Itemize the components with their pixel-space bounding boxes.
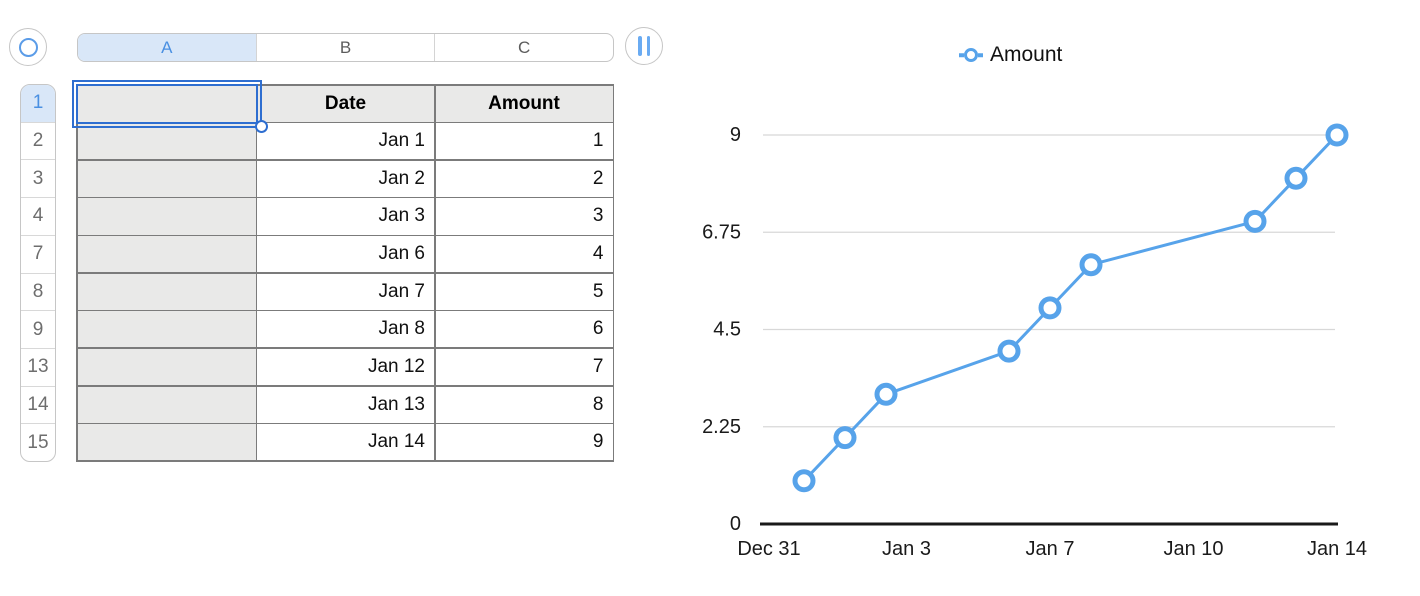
cell-B3[interactable]: Jan 2 — [257, 160, 434, 197]
cell-B13[interactable]: Jan 12 — [257, 348, 434, 386]
cell-C7[interactable]: 4 — [435, 236, 613, 273]
cell-C3[interactable]: 2 — [435, 160, 613, 197]
legend-open-circle-icon — [964, 48, 978, 62]
data-point-Jan-13[interactable] — [1284, 166, 1308, 190]
cell-A9[interactable] — [77, 311, 256, 348]
cell-B2[interactable]: Jan 1 — [257, 123, 434, 160]
cell-A13[interactable] — [77, 348, 256, 386]
cell-A1[interactable] — [77, 85, 256, 122]
x-axis-label-Jan-14: Jan 14 — [1307, 538, 1367, 560]
chart-legend[interactable]: Amount — [964, 43, 1062, 67]
cell-C1[interactable]: Amount — [435, 85, 613, 122]
x-axis-label-Dec-31: Dec 31 — [737, 538, 800, 560]
column-header-B[interactable]: B — [255, 34, 435, 61]
cell-B8[interactable]: Jan 7 — [257, 273, 434, 310]
data-point-Jan-7[interactable] — [1038, 296, 1062, 320]
cell-C15[interactable]: 9 — [435, 424, 613, 461]
x-axis-label-Jan-10: Jan 10 — [1163, 538, 1223, 560]
legend-label: Amount — [990, 43, 1063, 66]
cell-A7[interactable] — [77, 236, 256, 273]
data-point-Jan-8[interactable] — [1079, 253, 1103, 277]
table-handle-circle-icon — [18, 37, 38, 57]
data-point-Jan-3[interactable] — [874, 382, 898, 406]
row-header-8[interactable]: 8 — [21, 272, 55, 311]
x-axis-label-Jan-3: Jan 3 — [882, 538, 931, 560]
cell-B9[interactable]: Jan 8 — [257, 311, 434, 348]
cell-C14[interactable]: 8 — [435, 386, 613, 423]
row-header-9[interactable]: 9 — [21, 310, 55, 348]
cell-A14[interactable] — [77, 386, 256, 423]
column-header-A[interactable]: A — [78, 34, 256, 61]
row-header-1[interactable]: 1 — [21, 85, 55, 122]
cell-A8[interactable] — [77, 273, 256, 310]
cell-B4[interactable]: Jan 3 — [257, 198, 434, 235]
cell-A4[interactable] — [77, 198, 256, 235]
add-column-button[interactable] — [625, 27, 663, 65]
row-header-bar: 1 2 3 4 7 8 9 13 14 15 — [20, 84, 56, 462]
cell-C8[interactable]: 5 — [435, 273, 613, 310]
data-point-Jan-2[interactable] — [833, 426, 857, 450]
cell-C13[interactable]: 7 — [435, 348, 613, 386]
row-header-14[interactable]: 14 — [21, 385, 55, 424]
row-header-15[interactable]: 15 — [21, 423, 55, 461]
cell-C2[interactable]: 1 — [435, 123, 613, 160]
line-chart[interactable]: 0 2.25 4.5 6.75 9 Dec 31 Jan 3 Jan 7 Jan 10 Jan 1… — [690, 100, 1420, 580]
add-column-bars-icon — [638, 36, 642, 56]
cell-A3[interactable] — [77, 160, 256, 197]
selection-resize-handle[interactable] — [255, 120, 268, 133]
x-axis-label-Jan-7: Jan 7 — [1026, 538, 1075, 560]
cell-B7[interactable]: Jan 6 — [257, 236, 434, 273]
cell-B14[interactable]: Jan 13 — [257, 386, 434, 423]
cell-B1[interactable]: Date — [257, 85, 434, 122]
cell-C4[interactable]: 3 — [435, 198, 613, 235]
data-point-Jan-12[interactable] — [1243, 209, 1267, 233]
series-line-Amount — [802, 133, 1339, 482]
row-header-13[interactable]: 13 — [21, 347, 55, 386]
y-axis-label-0: 0 — [730, 513, 741, 535]
row-header-3[interactable]: 3 — [21, 159, 55, 197]
data-point-Jan-14[interactable] — [1325, 123, 1349, 147]
column-header-C[interactable]: C — [434, 34, 613, 61]
y-axis-label-9: 9 — [730, 124, 741, 146]
y-axis-label-6.75: 6.75 — [702, 221, 741, 243]
row-header-7[interactable]: 7 — [21, 234, 55, 273]
cell-B15[interactable]: Jan 14 — [257, 424, 434, 461]
cell-A15[interactable] — [77, 424, 256, 461]
add-column-bars-icon — [646, 36, 650, 56]
y-axis-label-4.5: 4.5 — [713, 319, 741, 341]
data-point-Jan-1[interactable] — [792, 469, 816, 493]
data-point-Jan-6[interactable] — [997, 339, 1021, 363]
table-handle-button[interactable] — [9, 28, 47, 66]
cell-C9[interactable]: 6 — [435, 311, 613, 348]
row-header-2[interactable]: 2 — [21, 121, 55, 160]
cell-A2[interactable] — [77, 123, 256, 160]
row-header-4[interactable]: 4 — [21, 197, 55, 235]
y-axis-label-2.25: 2.25 — [702, 416, 741, 438]
